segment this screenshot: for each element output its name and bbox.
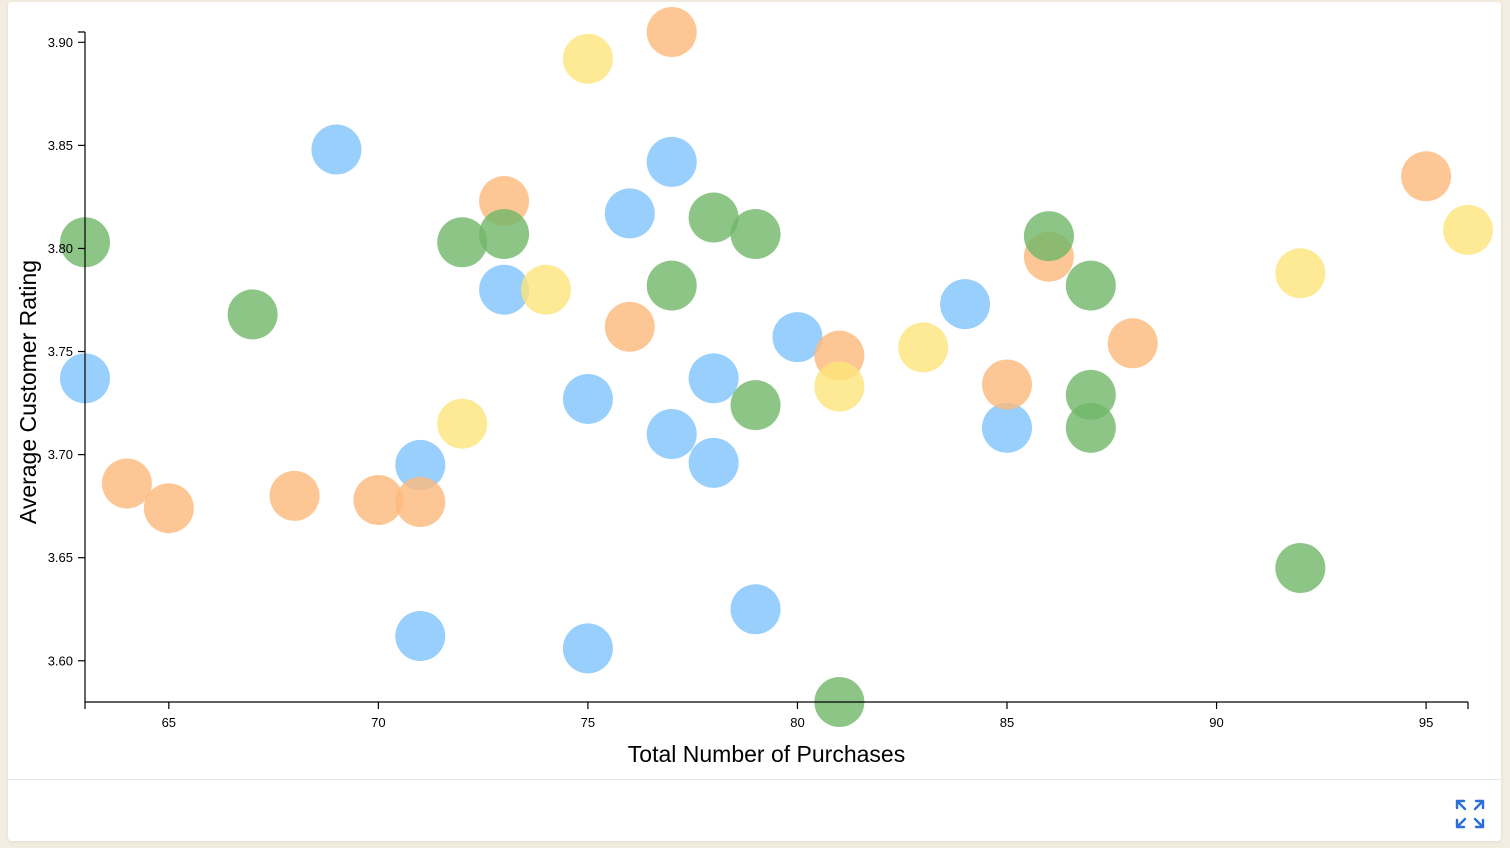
data-point: [688, 437, 739, 488]
points-layer: [60, 7, 1493, 727]
scatter-chart: 65 70 75 80 85 90 95 3.60 3.65 3.70 3.75 3.80 3.85 3.…: [15, 7, 1493, 767]
axes-layer: [84, 32, 1468, 703]
data-point: [814, 361, 865, 412]
data-point: [940, 279, 991, 330]
data-point: [1275, 248, 1326, 299]
data-point: [269, 470, 320, 521]
data-point: [772, 312, 823, 363]
data-point: [898, 322, 949, 373]
data-point: [646, 7, 697, 57]
data-point: [730, 584, 781, 635]
data-point: [437, 217, 488, 268]
data-point: [982, 359, 1032, 410]
data-point: [604, 301, 655, 352]
data-point: [604, 188, 655, 239]
ticks-layer: 65 70 75 80 85 90 95 3.60 3.65 3.70 3.75 3.80 3.85 3.…: [48, 31, 1469, 730]
data-point: [646, 409, 697, 459]
data-point: [1065, 260, 1116, 311]
x-tick-label: 75: [581, 715, 595, 730]
data-point: [1275, 543, 1326, 593]
chart-card: 65 70 75 80 85 90 95 3.60 3.65 3.70 3.75 3.80 3.85 3.…: [8, 2, 1501, 841]
y-tick-label: 3.60: [48, 653, 73, 668]
data-point: [562, 373, 613, 424]
data-point: [437, 398, 488, 449]
y-tick-label: 3.85: [48, 138, 73, 153]
expand-arrows-icon: [1455, 799, 1485, 829]
x-tick-label: 80: [790, 715, 804, 730]
data-point: [479, 209, 530, 260]
data-point: [395, 477, 446, 528]
data-point: [1107, 318, 1158, 369]
y-tick-label: 3.80: [48, 241, 73, 256]
x-axis-title: Total Number of Purchases: [628, 741, 905, 767]
y-tick-label: 3.70: [48, 447, 73, 462]
data-point: [1443, 204, 1493, 255]
data-point: [1401, 151, 1452, 202]
data-point: [395, 439, 446, 490]
x-tick-label: 65: [162, 715, 176, 730]
data-point: [227, 289, 278, 340]
data-point: [730, 380, 781, 431]
data-point: [730, 209, 781, 260]
x-tick-label: 90: [1209, 715, 1223, 730]
data-point: [353, 474, 404, 525]
y-axis-title: Average Customer Rating: [15, 260, 41, 524]
data-point: [521, 264, 571, 315]
data-point: [101, 458, 152, 509]
y-tick-label: 3.65: [48, 550, 73, 565]
x-tick-label: 70: [371, 715, 385, 730]
data-point: [562, 33, 613, 84]
data-point: [143, 483, 194, 534]
data-point: [646, 260, 697, 311]
data-point: [1065, 402, 1116, 453]
data-point: [479, 264, 530, 315]
data-point: [395, 611, 446, 662]
data-point: [562, 623, 613, 674]
x-tick-label: 85: [1000, 715, 1014, 730]
data-point: [646, 136, 697, 187]
x-tick-label: 95: [1419, 715, 1433, 730]
data-point: [982, 402, 1032, 453]
expand-button[interactable]: [1452, 796, 1488, 832]
data-point: [688, 353, 739, 404]
data-point: [1023, 211, 1074, 262]
data-point: [688, 192, 739, 243]
y-tick-label: 3.75: [48, 344, 73, 359]
data-point: [311, 124, 362, 175]
chart-footer: [8, 779, 1501, 841]
y-tick-label: 3.90: [48, 35, 73, 50]
